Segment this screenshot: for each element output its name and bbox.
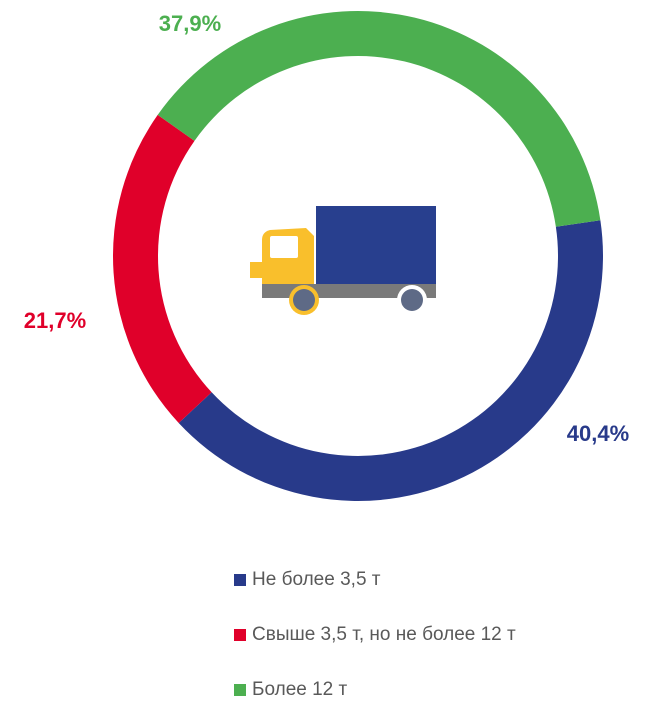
legend-swatch (234, 629, 246, 641)
legend-swatch (234, 574, 246, 586)
legend-label: Не более 3,5 т (252, 569, 381, 590)
legend-swatch (234, 684, 246, 696)
donut-segment (157, 11, 601, 227)
truck-icon (250, 206, 436, 315)
donut-segment (178, 220, 604, 501)
data-label: 21,7% (24, 308, 86, 333)
legend-label: Более 12 т (252, 679, 348, 700)
data-label: 40,4% (567, 421, 629, 446)
donut-segment (113, 114, 212, 423)
legend-label: Свыше 3,5 т, но не более 12 т (252, 624, 516, 645)
data-label: 37,9% (159, 11, 221, 36)
